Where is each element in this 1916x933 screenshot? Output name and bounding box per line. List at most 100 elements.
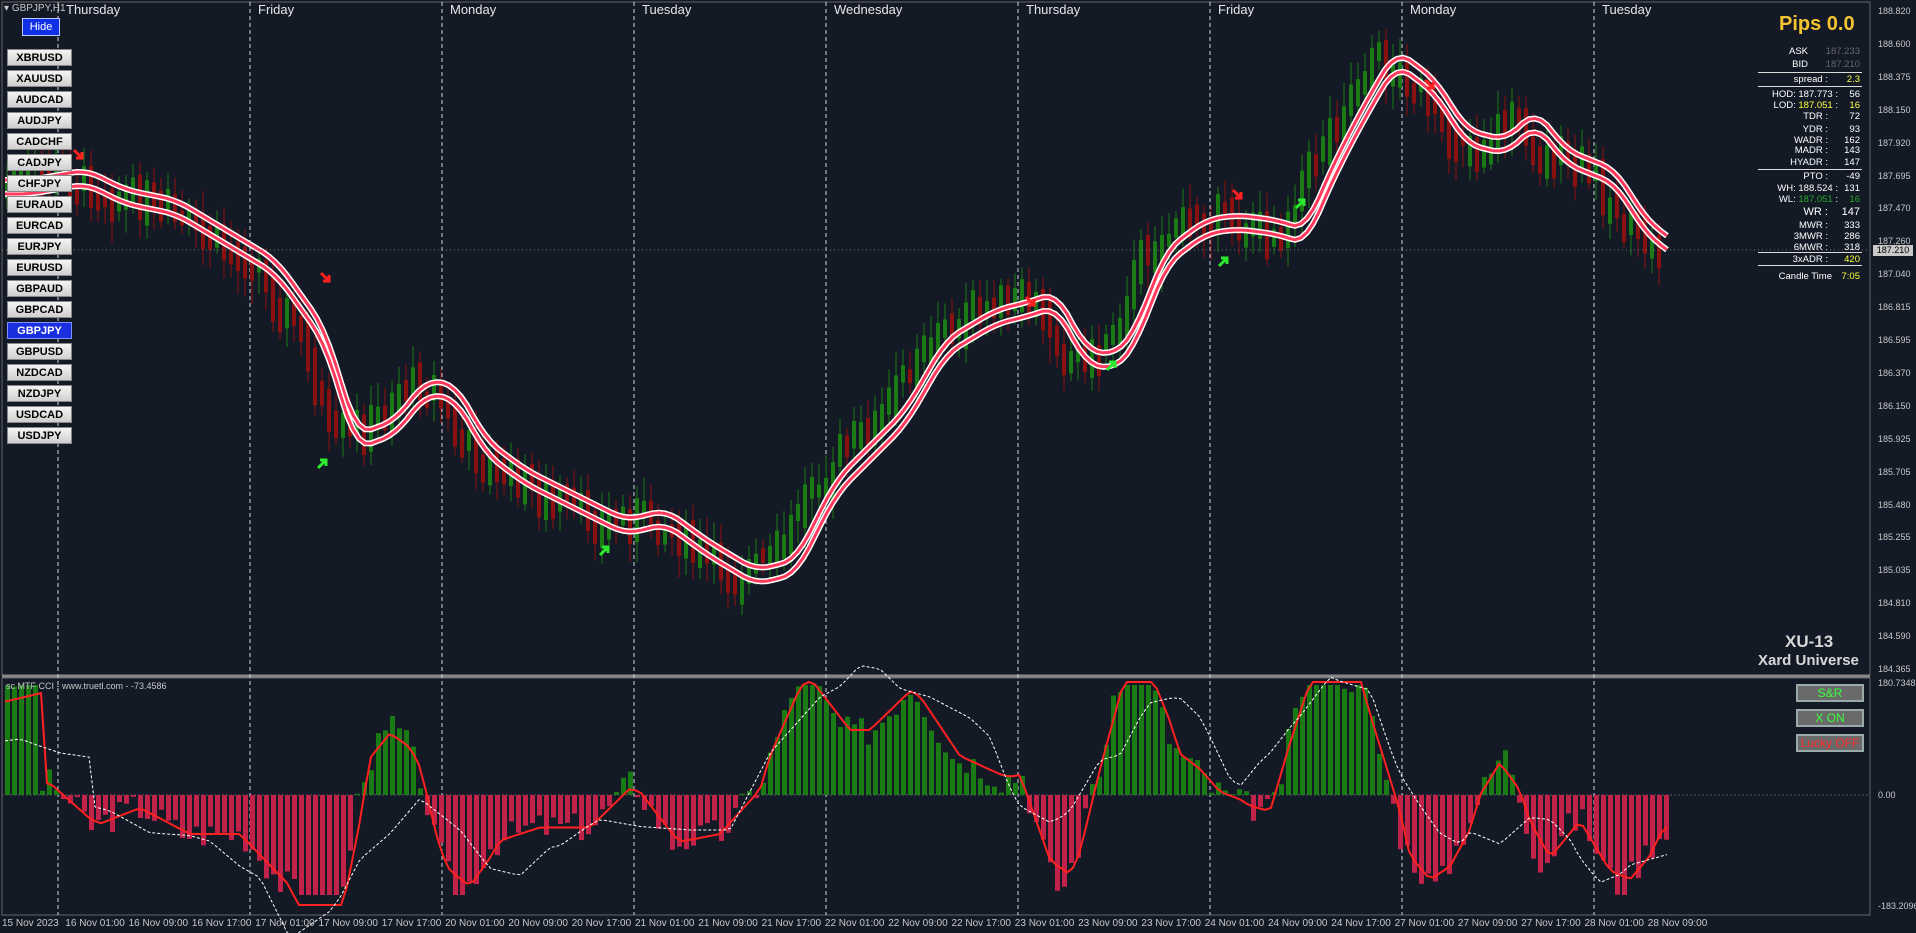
symbol-button-gbpjpy[interactable]: GBPJPY bbox=[7, 322, 72, 339]
time-tick: 21 Nov 01:00 bbox=[635, 918, 695, 929]
symbol-button-eurjpy[interactable]: EURJPY bbox=[7, 238, 72, 255]
wadr-value: 162 bbox=[1844, 135, 1860, 146]
ydr-value: 93 bbox=[1849, 124, 1860, 135]
cci-histogram-bar bbox=[40, 790, 45, 795]
symbol-button-xbrusd[interactable]: XBRUSD bbox=[7, 49, 72, 66]
cci-histogram-bar bbox=[558, 795, 563, 825]
cci-histogram-bar bbox=[1321, 685, 1326, 795]
cci-histogram-bar bbox=[460, 795, 465, 895]
indicator-axis-zero: 0.00 bbox=[1878, 790, 1896, 800]
madr-value: 143 bbox=[1844, 145, 1860, 156]
cci-histogram-bar bbox=[502, 795, 507, 841]
hide-button[interactable]: Hide bbox=[22, 18, 60, 36]
cci-histogram-bar bbox=[796, 686, 801, 795]
lucky-off-button[interactable]: Lucky OFF bbox=[1796, 734, 1864, 752]
cci-histogram-bar bbox=[509, 795, 514, 822]
cci-histogram-bar bbox=[894, 714, 899, 795]
x-on-button[interactable]: X ON bbox=[1796, 709, 1864, 727]
cci-histogram-bar bbox=[971, 759, 976, 795]
cci-histogram-bar bbox=[369, 770, 374, 795]
cci-histogram-bar bbox=[481, 795, 486, 868]
cci-histogram-bar bbox=[152, 795, 157, 821]
symbol-button-gbpusd[interactable]: GBPUSD bbox=[7, 343, 72, 360]
cci-histogram-bar bbox=[439, 795, 444, 843]
pto-label: PTO : bbox=[1803, 171, 1828, 182]
symbol-button-eurusd[interactable]: EURUSD bbox=[7, 259, 72, 276]
cci-histogram-bar bbox=[516, 795, 521, 833]
symbol-button-usdcad[interactable]: USDCAD bbox=[7, 406, 72, 423]
indicator-axis-bottom: -183.2096 bbox=[1878, 901, 1916, 911]
symbol-button-audcad[interactable]: AUDCAD bbox=[7, 91, 72, 108]
cci-histogram-bar bbox=[712, 795, 717, 821]
symbol-button-cadjpy[interactable]: CADJPY bbox=[7, 154, 72, 171]
day-label: Thursday bbox=[66, 2, 121, 17]
cci-histogram-bar bbox=[166, 795, 171, 821]
cci-histogram-bar bbox=[327, 795, 332, 895]
symbol-button-gbpaud[interactable]: GBPAUD bbox=[7, 280, 72, 297]
symbol-button-cadchf[interactable]: CADCHF bbox=[7, 133, 72, 150]
dropdown-arrow-icon[interactable]: ▾ bbox=[4, 3, 12, 14]
symbol-button-chfjpy[interactable]: CHFJPY bbox=[7, 175, 72, 192]
price-tick: 187.920 bbox=[1878, 137, 1911, 148]
cci-histogram-bar bbox=[1545, 795, 1550, 863]
cci-histogram-bar bbox=[684, 795, 689, 850]
cci-histogram-bar bbox=[1258, 795, 1263, 807]
ask-label: ASK bbox=[1788, 46, 1808, 57]
cci-histogram-bar bbox=[1643, 795, 1648, 846]
cci-histogram-bar bbox=[754, 795, 759, 798]
cci-histogram-bar bbox=[838, 726, 843, 795]
cci-histogram-bar bbox=[404, 730, 409, 795]
tdr-label: TDR : bbox=[1803, 111, 1828, 122]
cci-histogram-bar bbox=[1209, 792, 1214, 795]
cci-histogram-bar bbox=[999, 792, 1004, 795]
cci-histogram-bar bbox=[1076, 795, 1081, 858]
symbol-button-xauusd[interactable]: XAUUSD bbox=[7, 70, 72, 87]
cci-histogram-bar bbox=[1349, 692, 1354, 795]
symbol-button-gbpcad[interactable]: GBPCAD bbox=[7, 301, 72, 318]
cci-histogram-bar bbox=[250, 795, 255, 850]
ma-band-outline bbox=[5, 68, 1669, 585]
cci-histogram-bar bbox=[131, 795, 136, 797]
time-tick: 27 Nov 09:00 bbox=[1457, 918, 1518, 929]
cci-histogram-bar bbox=[488, 795, 493, 850]
cci-histogram-bar bbox=[306, 795, 311, 895]
cci-histogram-bar bbox=[978, 778, 983, 795]
time-tick: 15 Nov 2023 bbox=[2, 918, 59, 929]
cci-histogram-bar bbox=[1405, 795, 1410, 846]
time-tick: 17 Nov 09:00 bbox=[318, 918, 379, 929]
cci-histogram-bar bbox=[278, 795, 283, 892]
time-tick: 20 Nov 01:00 bbox=[445, 918, 505, 929]
ma-band-line bbox=[5, 70, 1668, 583]
cci-histogram-bar bbox=[222, 795, 227, 833]
cci-histogram-bar bbox=[635, 795, 640, 798]
mwr3-value: 286 bbox=[1844, 231, 1860, 242]
cci-histogram-bar bbox=[89, 795, 94, 831]
symbol-button-audjpy[interactable]: AUDJPY bbox=[7, 112, 72, 129]
time-tick: 17 Nov 01:00 bbox=[255, 918, 315, 929]
cci-histogram-bar bbox=[565, 795, 570, 823]
cci-histogram-bar bbox=[495, 795, 500, 856]
mwr6-label: 6MWR : bbox=[1793, 242, 1828, 253]
cci-histogram-bar bbox=[208, 795, 213, 827]
symbol-button-usdjpy[interactable]: USDJPY bbox=[7, 427, 72, 444]
cci-histogram-bar bbox=[138, 795, 143, 818]
symbol-button-nzdcad[interactable]: NZDCAD bbox=[7, 364, 72, 381]
time-tick: 24 Nov 17:00 bbox=[1331, 918, 1391, 929]
cci-histogram-bar bbox=[299, 795, 304, 895]
cci-histogram-bar bbox=[1104, 744, 1109, 795]
symbol-button-euraud[interactable]: EURAUD bbox=[7, 196, 72, 213]
cci-histogram-bar bbox=[922, 717, 927, 795]
cci-histogram-bar bbox=[1153, 690, 1158, 795]
symbol-button-nzdjpy[interactable]: NZDJPY bbox=[7, 385, 72, 402]
cci-histogram-bar bbox=[397, 728, 402, 795]
cci-histogram-bar bbox=[1314, 685, 1319, 795]
symbol-button-eurcad[interactable]: EURCAD bbox=[7, 217, 72, 234]
price-tick: 185.705 bbox=[1878, 466, 1911, 477]
sr-button[interactable]: S&R bbox=[1796, 684, 1864, 702]
cci-histogram-bar bbox=[124, 795, 129, 804]
bid-value: 187.210 bbox=[1825, 59, 1860, 70]
price-tick: 186.595 bbox=[1878, 335, 1911, 345]
indicator-axis-top: 180.7348 bbox=[1878, 678, 1916, 688]
cci-histogram-bar bbox=[726, 795, 731, 833]
